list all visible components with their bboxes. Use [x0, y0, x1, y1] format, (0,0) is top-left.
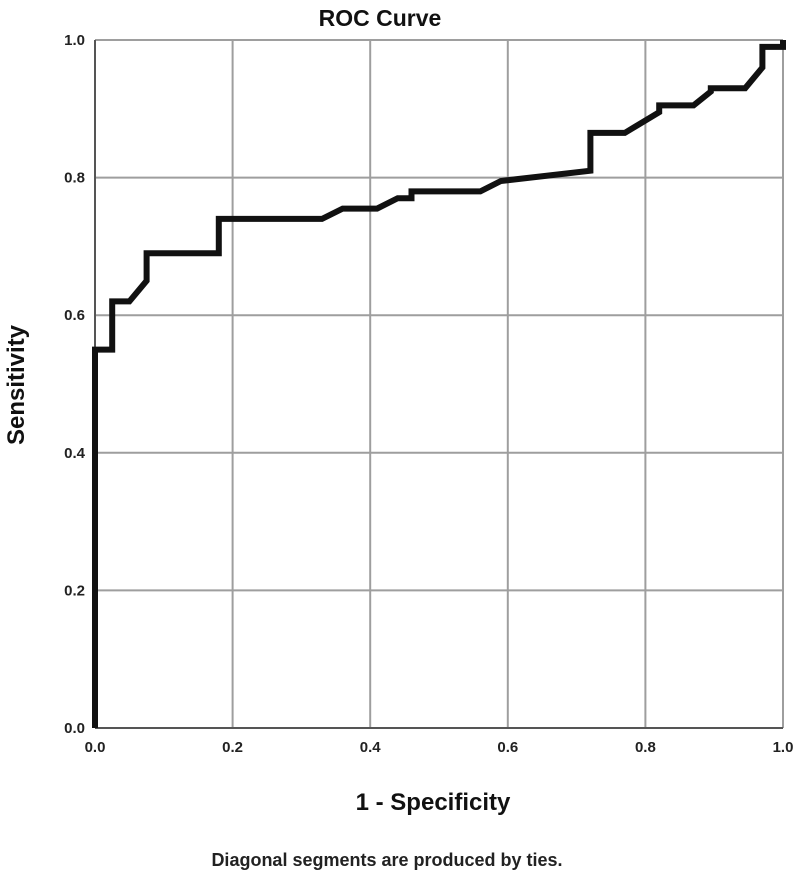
x-tick-label: 1.0	[773, 739, 794, 756]
x-tick-label: 0.2	[222, 739, 243, 756]
x-tick-label: 0.4	[360, 739, 382, 756]
x-tick-labels: 0.0 0.2 0.4 0.6 0.8 1.0	[85, 739, 794, 756]
x-tick-label: 0.0	[85, 739, 106, 756]
chart-footnote: Diagonal segments are produced by ties.	[211, 850, 562, 870]
x-axis-title: 1 - Specificity	[356, 789, 511, 816]
y-tick-label: 0.8	[64, 170, 85, 187]
x-tick-label: 0.6	[497, 739, 518, 756]
y-tick-label: 0.0	[64, 720, 85, 737]
plot-area	[95, 40, 783, 728]
y-axis-title: Sensitivity	[3, 324, 30, 445]
grid-lines	[94, 39, 784, 729]
roc-curve-line	[92, 40, 786, 728]
x-tick-label: 0.8	[635, 739, 656, 756]
y-tick-label: 0.6	[64, 307, 85, 324]
y-tick-label: 0.2	[64, 582, 85, 599]
y-tick-label: 0.4	[64, 445, 86, 462]
y-tick-labels: 0.0 0.2 0.4 0.6 0.8 1.0	[64, 32, 86, 737]
chart-title: ROC Curve	[319, 5, 442, 31]
y-tick-label: 1.0	[64, 32, 85, 49]
